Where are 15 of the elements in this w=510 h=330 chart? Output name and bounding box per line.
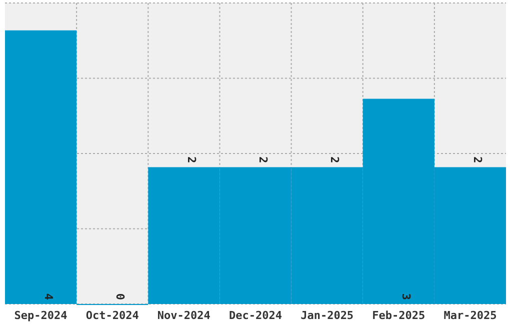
x-tick-label: Sep-2024 (14, 309, 68, 322)
data-label: 3 (400, 293, 413, 300)
x-tick-label: Dec-2024 (229, 309, 282, 322)
x-tick-label: Jan-2025 (300, 309, 354, 322)
data-label: 0 (113, 293, 126, 300)
data-label: 2 (471, 156, 484, 164)
bar (5, 30, 77, 304)
x-tick-label: Oct-2024 (86, 309, 140, 322)
data-label: 4 (42, 293, 55, 300)
data-label: 2 (256, 156, 270, 164)
x-tick-label: Nov-2024 (157, 309, 211, 322)
data-label: 2 (328, 156, 342, 164)
x-tick-label: Feb-2025 (372, 309, 426, 322)
x-tick-label: Mar-2025 (444, 309, 497, 322)
data-label: 2 (184, 156, 198, 164)
